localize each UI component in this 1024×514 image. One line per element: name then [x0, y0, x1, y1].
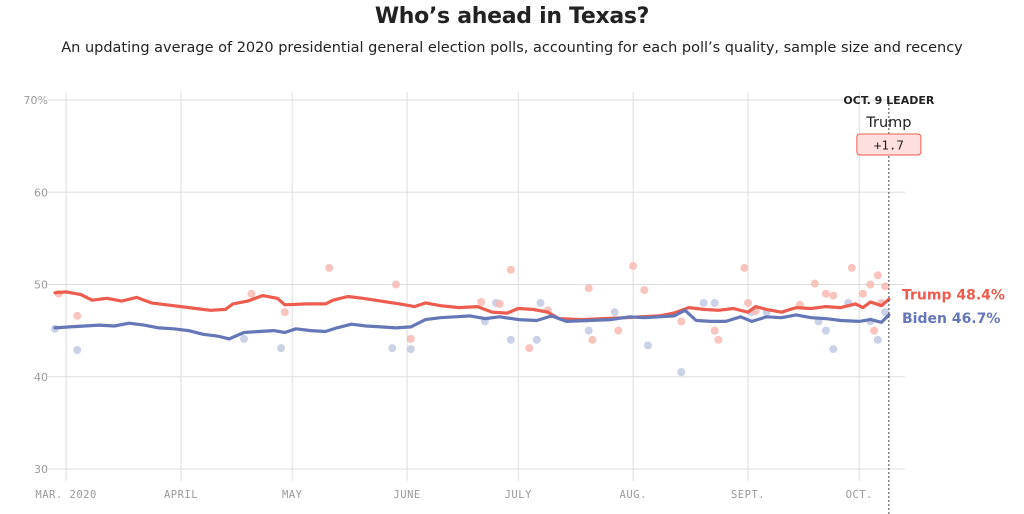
trump-poll-dot [821, 289, 830, 298]
y-tick-label: 50 [34, 279, 48, 292]
trump-poll-dot [810, 279, 819, 288]
trump-poll-dot [858, 289, 867, 298]
biden-poll-dot [821, 326, 830, 335]
x-tick-label: SEPT. [731, 489, 765, 501]
trump-poll-dot [847, 263, 856, 272]
biden-poll-dot [677, 368, 686, 377]
biden-poll-dot [506, 335, 515, 344]
y-tick-label: 60 [34, 186, 48, 199]
trump-poll-dot [525, 344, 534, 353]
leader-margin-badge [856, 133, 922, 156]
end-labels: Trump 48.4% Biden 46.7% [902, 287, 1005, 327]
leader-margin: +1.7 [874, 138, 904, 153]
x-tick-label: JUNE [393, 489, 420, 501]
leader-heading: OCT. 9 LEADER [843, 94, 934, 107]
biden-poll-dot [536, 298, 545, 307]
trump-poll-dot [677, 317, 686, 326]
trump-poll-dot [881, 282, 890, 291]
x-tick-label: AUG. [620, 489, 647, 501]
biden-poll-dot [829, 345, 838, 354]
biden-poll-dot [277, 344, 286, 353]
trump-poll-dot [870, 326, 879, 335]
x-axis-labels: MAR. 2020 APRIL MAY JUNE JULY AUG. SEPT. OCT. [35, 489, 872, 501]
biden-poll-dot [406, 345, 415, 354]
y-axis-labels: 70% 60 50 40 30 [24, 94, 48, 476]
biden-poll-dot [699, 298, 708, 307]
y-tick-label: 40 [34, 371, 48, 384]
biden-poll-dot [584, 326, 593, 335]
average-lines [53, 290, 891, 341]
y-tick-label: 30 [34, 463, 48, 476]
trump-poll-dot [710, 326, 719, 335]
chart-subtitle: An updating average of 2020 presidential… [61, 40, 963, 56]
leader-marker: OCT. 9 LEADER Trump +1.7 [843, 94, 935, 514]
trump-poll-dot [477, 298, 486, 307]
trump-poll-dot [866, 280, 875, 289]
trump-poll-dot [406, 334, 415, 343]
trump-poll-dot [744, 298, 753, 307]
trump-end-label: Trump 48.4% [902, 287, 1005, 303]
x-tick-label: MAY [282, 489, 303, 501]
trump-poll-dot [588, 335, 597, 344]
poll-dots [51, 262, 890, 377]
grid [48, 92, 905, 481]
trump-average-line [53, 290, 891, 322]
trump-poll-dot [640, 286, 649, 295]
trump-poll-dot [829, 291, 838, 300]
x-tick-label: APRIL [164, 489, 198, 501]
trump-poll-dot [325, 263, 334, 272]
trump-poll-dot [280, 308, 289, 317]
biden-poll-dot [710, 298, 719, 307]
trump-poll-dot [73, 311, 82, 320]
biden-poll-dot [643, 341, 652, 350]
trump-poll-dot [495, 299, 504, 308]
biden-poll-dot [610, 308, 619, 317]
biden-average-line [53, 308, 891, 341]
chart-title: Who’s ahead in Texas? [374, 4, 650, 29]
x-tick-label: OCT. [846, 489, 873, 501]
biden-poll-dot [240, 334, 249, 343]
biden-poll-dot [532, 335, 541, 344]
y-tick-label: 70% [24, 94, 48, 107]
trump-poll-dot [714, 335, 723, 344]
biden-poll-dot [388, 344, 397, 353]
biden-poll-dot [73, 345, 82, 354]
trump-poll-dot [391, 280, 400, 289]
trump-poll-dot [629, 262, 638, 271]
x-tick-label: MAR. 2020 [35, 489, 96, 501]
x-tick-label: JULY [505, 489, 532, 501]
biden-poll-dot [873, 335, 882, 344]
trump-poll-dot [584, 284, 593, 293]
trump-poll-dot [614, 326, 623, 335]
trump-poll-dot [740, 263, 749, 272]
trump-poll-dot [873, 271, 882, 280]
trump-poll-dot [506, 265, 515, 274]
biden-poll-dot [881, 308, 890, 317]
biden-end-label: Biden 46.7% [902, 311, 1000, 327]
leader-name: Trump [865, 115, 911, 131]
trump-poll-dot [247, 289, 256, 298]
